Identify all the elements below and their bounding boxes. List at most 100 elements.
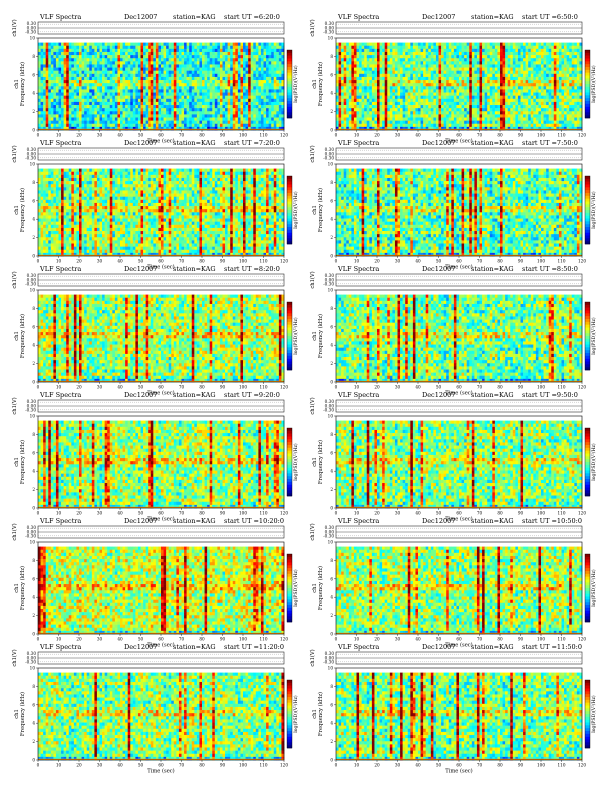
spectrogram-cell [133, 49, 136, 52]
spectrogram-cell [246, 52, 249, 55]
spectrogram-cell [46, 71, 49, 74]
spectrogram-cell [184, 46, 187, 49]
spectrogram-cell [225, 68, 228, 71]
spectrogram-cell [87, 55, 90, 58]
spectrogram-cell [41, 55, 44, 58]
spectrogram-cell [194, 68, 197, 71]
spectrogram-cell [43, 55, 46, 58]
spectrogram-cell [110, 55, 113, 58]
spectrogram-cell [76, 43, 79, 46]
spectrogram-cell [135, 61, 138, 64]
spectrogram-cell [215, 55, 218, 58]
spectrogram-cell [187, 55, 190, 58]
spectrogram-cell [174, 71, 177, 74]
spectrogram-cell [92, 43, 95, 46]
spectrogram-cell [187, 43, 190, 46]
spectrogram-cell [89, 58, 92, 61]
spectrogram-cell [161, 74, 164, 77]
spectrogram-cell [48, 52, 51, 55]
spectrogram-cell [74, 61, 77, 64]
spectrogram-cell [43, 64, 46, 67]
spectrogram-cell [238, 64, 241, 67]
spectrogram-cell [217, 71, 220, 74]
spectrogram-cell [243, 68, 246, 71]
spectrogram-cell [41, 49, 44, 52]
spectrogram-cell [207, 68, 210, 71]
spectrogram-cell [141, 71, 144, 74]
spectrogram-cell [174, 46, 177, 49]
spectrogram-cell [233, 58, 236, 61]
spectrogram-cell [112, 43, 115, 46]
spectrogram-cell [220, 68, 223, 71]
spectrogram-cell [158, 46, 161, 49]
spectrogram-cell [79, 43, 82, 46]
spectrogram-cell [187, 64, 190, 67]
spectrogram-cell [153, 43, 156, 46]
spectrogram-cell [158, 58, 161, 61]
spectrogram-cell [141, 55, 144, 58]
spectrogram-cell [225, 64, 228, 67]
spectrogram-cell [105, 52, 108, 55]
spectrogram-cell [202, 61, 205, 64]
spectrogram-cell [94, 49, 97, 52]
spectrogram-cell [194, 46, 197, 49]
spectrogram-cell [176, 74, 179, 77]
spectrogram-cell [187, 52, 190, 55]
spectrogram-cell [197, 49, 200, 52]
spectrogram-cell [46, 43, 49, 46]
spectrogram-cell [243, 64, 246, 67]
spectrogram-cell [153, 46, 156, 49]
spectrogram-cell [89, 74, 92, 77]
spectrogram-cell [100, 49, 103, 52]
spectrogram-cell [179, 46, 182, 49]
spectrogram-cell [215, 52, 218, 55]
spectrogram-cell [87, 61, 90, 64]
spectrogram-cell [110, 64, 113, 67]
spectrogram-cell [238, 43, 241, 46]
spectrogram-cell [92, 71, 95, 74]
spectrogram-cell [174, 58, 177, 61]
spectrogram-cell [251, 52, 254, 55]
spectrogram-cell [176, 64, 179, 67]
spectrogram-cell [120, 52, 123, 55]
spectrogram-cell [123, 43, 126, 46]
spectrogram-cell [212, 55, 215, 58]
spectrogram-cell [246, 61, 249, 64]
spectrogram-cell [48, 49, 51, 52]
spectrogram-cell [253, 49, 256, 52]
spectrogram-cell [248, 43, 251, 46]
spectrogram-cell [210, 52, 213, 55]
spectrogram-cell [53, 46, 56, 49]
spectrogram-cell [210, 71, 213, 74]
spectrogram-cell [94, 68, 97, 71]
spectrogram-cell [230, 58, 233, 61]
spectrogram-cell [133, 52, 136, 55]
spectrogram-cell [82, 52, 85, 55]
spectrogram-cell [105, 49, 108, 52]
spectrogram-cell [217, 68, 220, 71]
spectrogram-cell [194, 58, 197, 61]
spectrogram-cell [261, 61, 264, 64]
spectrogram-cell [61, 49, 64, 52]
spectrogram-cell [107, 68, 110, 71]
spectrogram-cell [125, 58, 128, 61]
spectrogram-cell [212, 61, 215, 64]
spectrogram-cell [48, 64, 51, 67]
spectrogram-cell [261, 71, 264, 74]
spectrogram-cell [182, 52, 185, 55]
spectrogram-cell [269, 52, 272, 55]
spectrogram-cell [64, 61, 67, 64]
spectrogram-cell [276, 43, 279, 46]
spectrogram-cell [74, 49, 77, 52]
spectrogram-cell [151, 55, 154, 58]
spectrogram-cell [130, 43, 133, 46]
spectrogram-cell [256, 49, 259, 52]
spectrogram-cell [169, 43, 172, 46]
spectrogram-cell [197, 46, 200, 49]
spectrogram-cell [230, 52, 233, 55]
spectrogram-cell [207, 49, 210, 52]
spectrogram-cell [240, 43, 243, 46]
spectrogram-cell [115, 61, 118, 64]
spectrogram-cell [56, 49, 59, 52]
spectrogram-cell [133, 46, 136, 49]
